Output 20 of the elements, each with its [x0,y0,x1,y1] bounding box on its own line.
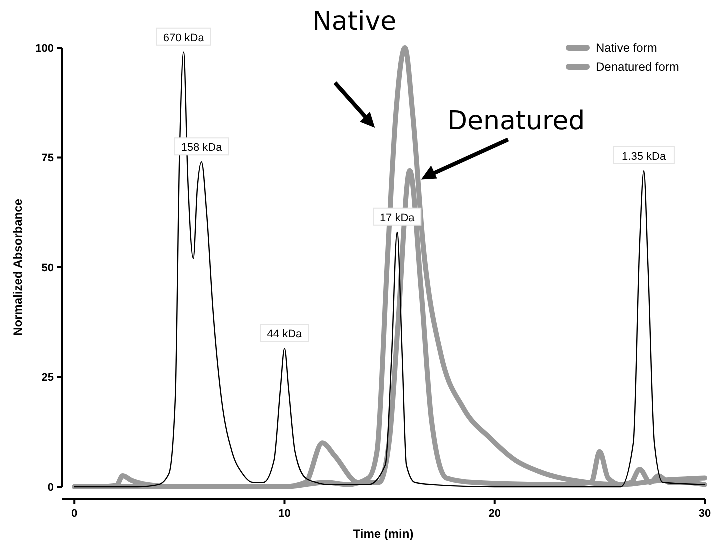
x-tick-label: 10 [278,508,291,520]
x-tick-label: 20 [488,508,501,520]
annotation: 17 kDa [380,212,416,224]
legend-label: Native form [596,41,658,56]
x-axis-title: Time (min) [353,527,414,541]
annotation: Denatured [447,106,586,137]
x-tick-label: 0 [72,508,78,520]
legend-label: Denatured form [596,60,680,74]
annotation: 670 kDa [163,32,206,44]
y-tick-label: 100 [36,42,54,55]
y-tick-label: 50 [42,262,54,274]
text: Native [312,7,397,37]
y-axis-title: Normalized Absorbance [11,198,25,336]
y-tick-label: 0 [48,482,54,494]
annotation: 44 kDa [267,328,304,341]
annotation: 1.35 kDa [622,150,667,163]
y-tick-label: 25 [42,372,54,384]
x-tick-label: 30 [698,508,712,520]
y-tick-label: 75 [42,152,54,165]
annotation: 158 kDa [181,142,224,154]
